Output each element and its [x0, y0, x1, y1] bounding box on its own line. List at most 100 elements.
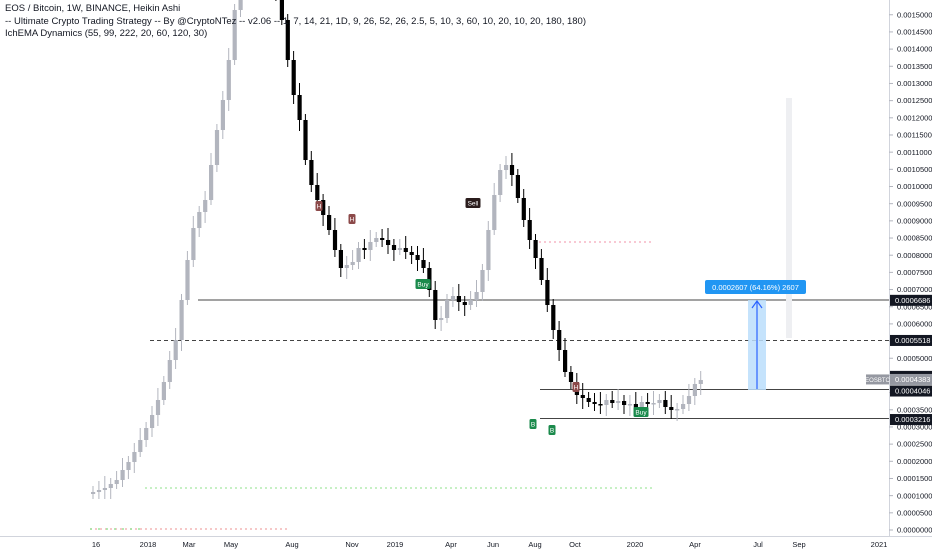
- price-label-text: 0.0006686: [895, 296, 930, 305]
- signal-box: [415, 279, 431, 289]
- price-tick-label: 0.0010500: [897, 165, 932, 174]
- candle-body: [191, 228, 196, 260]
- projection-bar: [786, 98, 792, 338]
- signal-box: [315, 201, 323, 211]
- price-tick-label: 0.0013500: [897, 62, 932, 71]
- candle-body: [380, 238, 385, 240]
- candle-body: [633, 404, 638, 408]
- price-label-box: [890, 294, 932, 306]
- price-label[interactable]: EOSBTC 0.0004383: [865, 373, 932, 385]
- price-axis[interactable]: 0.0015000 0.0014500 0.0014000 0.0013500 0.00…: [865, 10, 932, 535]
- candle-body: [309, 160, 314, 185]
- candle-body: [403, 248, 408, 252]
- candle-body: [486, 230, 491, 270]
- candle-body: [604, 400, 609, 405]
- signals-group: Buy Buy Sell H H H B B: [315, 198, 649, 435]
- candle-body: [120, 470, 125, 480]
- candle-body: [456, 296, 461, 302]
- indicator-ichema-dynamics[interactable]: IchEMA Dynamics (55, 99, 222, 20, 60, 12…: [5, 28, 208, 39]
- price-tick-label: 0.0014500: [897, 28, 932, 37]
- price-label[interactable]: 0.0005518: [890, 334, 932, 346]
- price-tick-label: 0.0011000: [897, 148, 932, 157]
- signal-b-marker[interactable]: B: [548, 425, 556, 435]
- measure-label: 0.0002607 (64.16%) 2607: [712, 283, 799, 292]
- candle-body: [586, 398, 591, 402]
- signal-h-marker[interactable]: H: [572, 382, 580, 392]
- signal-h-marker[interactable]: H: [348, 214, 356, 224]
- candle-body: [126, 462, 131, 470]
- signal-b-marker[interactable]: B: [529, 419, 537, 429]
- candle-body: [698, 380, 703, 384]
- candle-body: [450, 296, 456, 300]
- signal-text: H: [574, 385, 579, 392]
- candle-body: [592, 402, 597, 404]
- candle-body: [167, 360, 172, 382]
- candle-body: [362, 248, 367, 250]
- candle-body: [350, 262, 355, 265]
- price-tick-label: 0.0012500: [897, 96, 932, 105]
- price-label[interactable]: 0.0003216: [890, 414, 932, 426]
- candle-body: [492, 195, 497, 230]
- price-tick-label: 0.0003000: [897, 423, 932, 432]
- time-tick-label: Apr: [689, 540, 701, 549]
- price-tick-label: 0.0000000: [897, 526, 932, 535]
- candle-body: [220, 100, 225, 130]
- time-tick-label: Jun: [487, 540, 499, 549]
- signal-text: B: [531, 422, 535, 429]
- time-tick-label: Nov: [345, 540, 359, 549]
- candle-body: [179, 300, 184, 340]
- candle-body: [114, 480, 119, 484]
- candle-body: [397, 248, 402, 250]
- price-label-text: 0.0003216: [895, 415, 930, 424]
- measure-tool[interactable]: 0.0002607 (64.16%) 2607: [705, 280, 806, 390]
- candle-body: [321, 200, 326, 215]
- candle-body: [96, 490, 102, 492]
- signal-h-marker[interactable]: H: [315, 201, 323, 211]
- signal-buy-marker[interactable]: Buy: [415, 279, 431, 289]
- candle-body: [332, 230, 338, 250]
- price-label-box: [890, 373, 932, 385]
- signal-text: B: [550, 428, 554, 435]
- price-label-text: 0.0004046: [895, 387, 930, 396]
- price-label[interactable]: 0.0006686: [890, 294, 932, 306]
- candle-body: [663, 400, 668, 407]
- time-axis[interactable]: 16 2018 Mar May Aug Nov 2019 Apr Jun Aug Oct 2020 Ap…: [92, 540, 888, 549]
- price-tick-label: 0.0001500: [897, 474, 932, 483]
- candle-body: [598, 404, 603, 406]
- price-label[interactable]: 0.0004046: [890, 385, 932, 397]
- candle-body: [681, 404, 686, 409]
- candle-body: [285, 20, 290, 60]
- candle-body: [150, 415, 155, 428]
- candle-body: [391, 245, 397, 250]
- candle-body: [386, 240, 391, 245]
- signal-buy-marker[interactable]: Buy: [633, 407, 649, 417]
- candle-body: [616, 401, 621, 403]
- candle-body: [539, 258, 544, 280]
- signal-sell-marker[interactable]: Sell: [465, 198, 481, 208]
- time-tick-label: Oct: [569, 540, 582, 549]
- candle-body: [692, 384, 697, 396]
- price-tick-label: 0.0002500: [897, 440, 932, 449]
- candle-body: [533, 240, 538, 258]
- candle-body: [551, 305, 556, 330]
- price-tick-label: 0.0008500: [897, 234, 932, 243]
- price-tick-label: 0.0000500: [897, 508, 932, 517]
- candle-body: [197, 212, 202, 228]
- price-tick-label: 0.0002000: [897, 457, 932, 466]
- candle-body: [315, 185, 320, 200]
- candle-body: [468, 300, 473, 305]
- symbol-title[interactable]: EOS / Bitcoin, 1W, BINANCE, Heikin Ashi: [5, 3, 181, 14]
- price-tick-label: 0.0009500: [897, 199, 932, 208]
- time-tick-label: May: [224, 540, 238, 549]
- price-tick-label: 0.0007000: [897, 285, 932, 294]
- time-tick-label: Jul: [753, 540, 763, 549]
- signal-box: [633, 407, 649, 417]
- candle-body: [627, 404, 633, 406]
- candle-body: [421, 260, 426, 268]
- candle-body: [686, 396, 692, 404]
- candles-group: [91, 0, 703, 499]
- indicator-ultimate-strategy[interactable]: -- Ultimate Crypto Trading Strategy -- B…: [5, 15, 586, 27]
- time-tick-label: Aug: [528, 540, 541, 549]
- price-tick-label: 0.0003500: [897, 405, 932, 414]
